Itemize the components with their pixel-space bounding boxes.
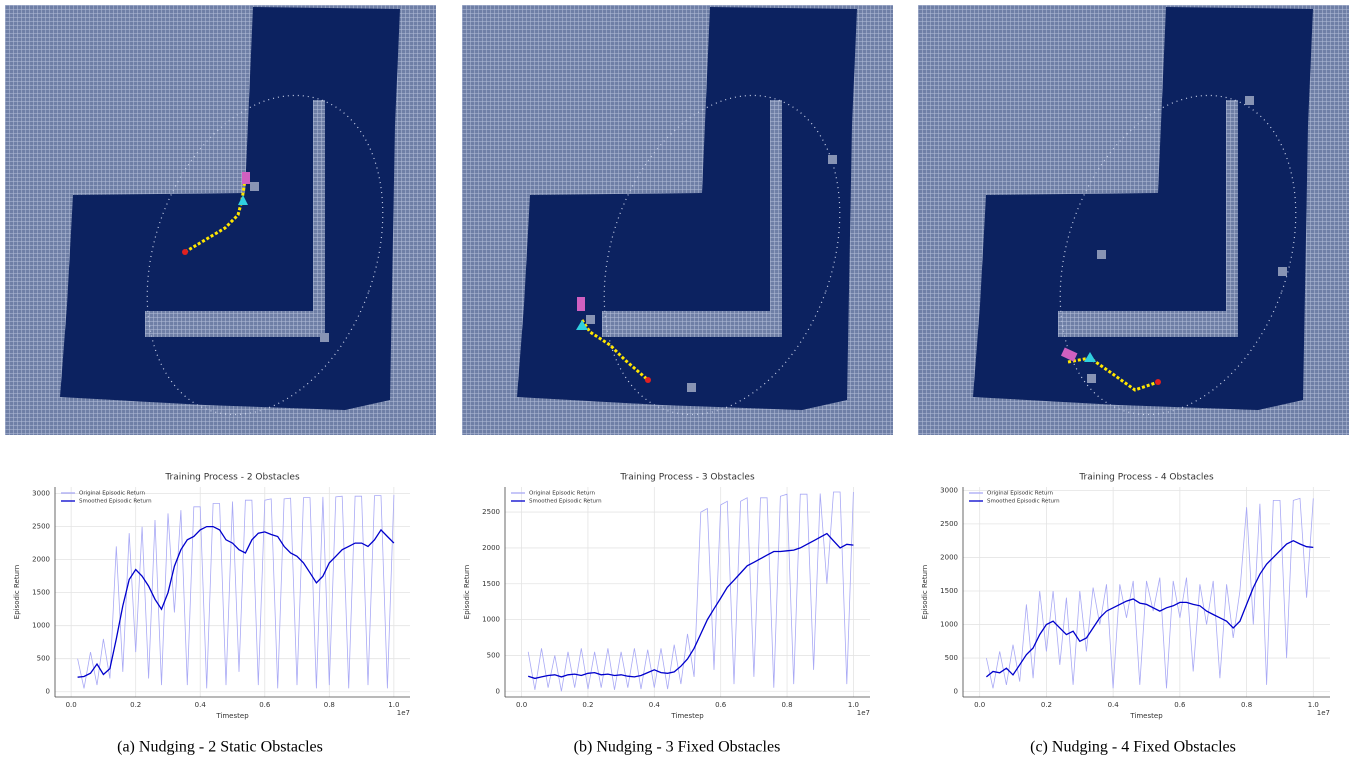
x-tick-label: 0.4	[1108, 701, 1120, 709]
y-tick-label: 1500	[32, 589, 50, 597]
y-tick-label: 1500	[940, 587, 958, 595]
x-axis-label: Timestep	[215, 712, 249, 720]
x-tick-label: 0.4	[649, 701, 661, 709]
x-axis-label: Timestep	[1129, 712, 1163, 720]
caption: (c) Nudging - 4 Fixed Obstacles	[1030, 739, 1236, 756]
map-c	[918, 5, 1349, 448]
y-tick-label: 2000	[482, 544, 500, 552]
map-b	[462, 5, 893, 448]
x-offset-label: 1e7	[1317, 709, 1330, 717]
y-tick-label: 500	[945, 654, 958, 662]
legend-label: Smoothed Episodic Return	[987, 499, 1060, 505]
x-tick-label: 0.8	[324, 701, 335, 709]
map-a	[5, 5, 436, 448]
y-tick-label: 2000	[940, 553, 958, 561]
y-tick-label: 1000	[940, 621, 958, 629]
chart-title: Training Process - 4 Obstacles	[1078, 473, 1214, 483]
x-tick-label: 0.2	[130, 701, 141, 709]
series-line	[528, 492, 853, 691]
y-axis-label: Episodic Return	[13, 565, 21, 619]
figure: Training Process - 2 Obstacles Timestep 1e…	[0, 0, 1351, 768]
legend-label: Smoothed Episodic Return	[79, 499, 152, 505]
x-tick-label: 0.8	[1241, 701, 1252, 709]
y-tick-label: 2500	[32, 523, 50, 531]
x-tick-label: 0.6	[1174, 701, 1186, 709]
y-tick-label: 0	[954, 688, 958, 696]
y-axis-label: Episodic Return	[921, 565, 929, 619]
y-tick-label: 1500	[482, 580, 500, 588]
series-line	[986, 498, 1313, 688]
y-tick-label: 500	[37, 655, 50, 663]
y-axis-label: Episodic Return	[463, 565, 471, 619]
y-tick-label: 500	[487, 651, 500, 659]
chart-title: Training Process - 2 Obstacles	[164, 473, 300, 483]
series-line	[78, 495, 394, 689]
x-tick-label: 0.0	[66, 701, 77, 709]
y-tick-label: 2500	[482, 508, 500, 516]
x-offset-label: 1e7	[397, 709, 410, 717]
y-tick-label: 2500	[940, 520, 958, 528]
page: Training Process - 2 Obstacles Timestep 1e…	[0, 0, 1351, 768]
legend-label: Original Episodic Return	[529, 491, 596, 497]
x-tick-label: 0.2	[1041, 701, 1052, 709]
x-tick-label: 0.4	[195, 701, 207, 709]
y-tick-label: 3000	[32, 490, 50, 498]
x-tick-label: 1.0	[1308, 701, 1319, 709]
x-tick-label: 1.0	[388, 701, 399, 709]
x-tick-label: 1.0	[848, 701, 859, 709]
caption: (b) Nudging - 3 Fixed Obstacles	[574, 739, 781, 756]
x-tick-label: 0.6	[715, 701, 727, 709]
x-axis-label: Timestep	[670, 712, 704, 720]
x-tick-label: 0.0	[974, 701, 985, 709]
x-tick-label: 0.2	[582, 701, 593, 709]
legend-label: Original Episodic Return	[987, 491, 1054, 497]
caption: (a) Nudging - 2 Static Obstacles	[117, 739, 323, 756]
legend-label: Smoothed Episodic Return	[529, 499, 602, 505]
x-tick-label: 0.0	[516, 701, 527, 709]
y-tick-label: 0	[46, 688, 50, 696]
y-tick-label: 0	[496, 687, 500, 695]
y-tick-label: 1000	[32, 622, 50, 630]
series-line	[986, 541, 1313, 677]
x-tick-label: 0.8	[781, 701, 792, 709]
y-tick-label: 2000	[32, 556, 50, 564]
x-offset-label: 1e7	[857, 709, 870, 717]
y-tick-label: 1000	[482, 616, 500, 624]
chart-title: Training Process - 3 Obstacles	[619, 473, 755, 483]
y-tick-label: 3000	[940, 486, 958, 494]
series-line	[78, 527, 394, 678]
legend-label: Original Episodic Return	[79, 491, 146, 497]
x-tick-label: 0.6	[259, 701, 271, 709]
